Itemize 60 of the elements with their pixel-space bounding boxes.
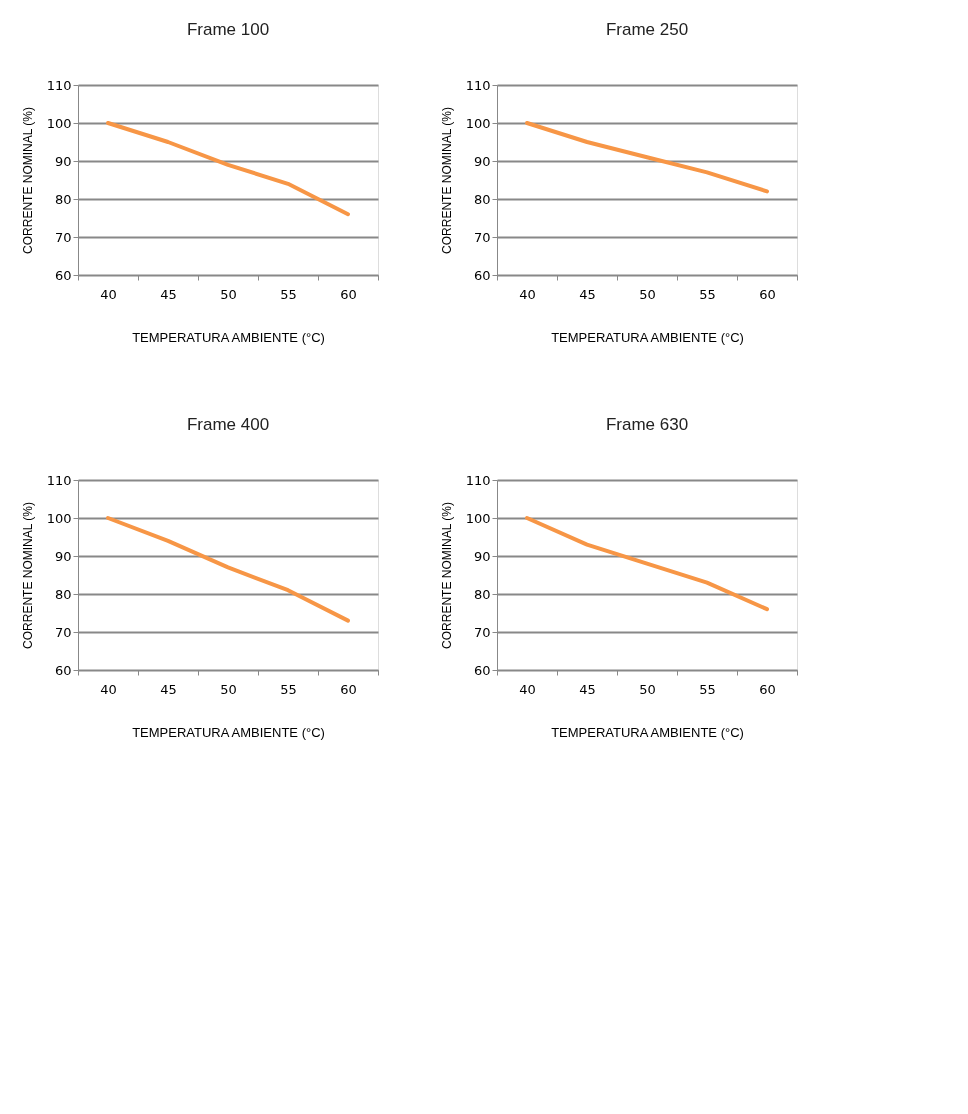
x-tick-label: 55 [699, 681, 716, 697]
line-series [106, 121, 350, 217]
x-tick-label: 50 [220, 286, 237, 302]
y-tick-label: 90 [473, 548, 491, 564]
y-tick-label: 110 [46, 77, 72, 93]
x-tick-label: 60 [759, 286, 776, 302]
line-series [525, 516, 769, 612]
y-axis-title: CORRENTE NOMINAL (%) [20, 502, 35, 649]
y-tick-label: 90 [54, 153, 72, 169]
y-tick-label: 90 [473, 153, 491, 169]
chart-title: Frame 630 [605, 415, 689, 434]
x-tick-label: 50 [639, 681, 656, 697]
y-tick-label: 100 [46, 510, 72, 526]
chart-title: Frame 250 [605, 20, 689, 39]
x-tick-label: 40 [519, 681, 536, 697]
y-tick-label: 60 [54, 662, 72, 678]
x-tick-label: 50 [639, 286, 656, 302]
y-tick-label: 70 [54, 624, 72, 640]
x-tick-label: 55 [699, 286, 716, 302]
x-axis-title: TEMPERATURA AMBIENTE (°C) [551, 724, 744, 740]
x-axis-title: TEMPERATURA AMBIENTE (°C) [551, 329, 744, 345]
y-tick-label: 80 [473, 191, 491, 207]
y-axis-title: CORRENTE NOMINAL (%) [20, 107, 35, 254]
x-tick-label: 40 [519, 286, 536, 302]
y-axis-title: CORRENTE NOMINAL (%) [439, 107, 454, 254]
y-tick-label: 110 [465, 77, 491, 93]
y-tick-label: 60 [473, 662, 491, 678]
y-tick-label: 80 [54, 586, 72, 602]
line-series [106, 516, 350, 623]
y-tick-label: 80 [473, 586, 491, 602]
x-tick-label: 45 [579, 681, 596, 697]
y-tick-label: 100 [465, 115, 491, 131]
y-tick-label: 90 [54, 548, 72, 564]
y-tick-label: 60 [54, 267, 72, 283]
x-axis-title: TEMPERATURA AMBIENTE (°C) [132, 724, 325, 740]
x-tick-label: 60 [340, 681, 357, 697]
x-tick-label: 45 [160, 286, 177, 302]
y-tick-label: 70 [54, 229, 72, 245]
line-series [525, 121, 769, 194]
chart-title: Frame 100 [186, 20, 270, 39]
x-tick-label: 60 [340, 286, 357, 302]
chart-title: Frame 400 [186, 415, 270, 434]
y-tick-label: 80 [54, 191, 72, 207]
x-tick-label: 45 [160, 681, 177, 697]
y-tick-label: 110 [465, 472, 491, 488]
y-tick-label: 110 [46, 472, 72, 488]
x-axis-title: TEMPERATURA AMBIENTE (°C) [132, 329, 325, 345]
y-tick-label: 100 [46, 115, 72, 131]
x-tick-label: 50 [220, 681, 237, 697]
x-tick-label: 40 [100, 286, 117, 302]
x-tick-label: 40 [100, 681, 117, 697]
x-tick-label: 55 [280, 286, 297, 302]
y-tick-label: 60 [473, 267, 491, 283]
x-tick-label: 55 [280, 681, 297, 697]
y-tick-label: 70 [473, 229, 491, 245]
y-axis-title: CORRENTE NOMINAL (%) [439, 502, 454, 649]
x-tick-label: 60 [759, 681, 776, 697]
y-tick-label: 100 [465, 510, 491, 526]
y-tick-label: 70 [473, 624, 491, 640]
x-tick-label: 45 [579, 286, 596, 302]
